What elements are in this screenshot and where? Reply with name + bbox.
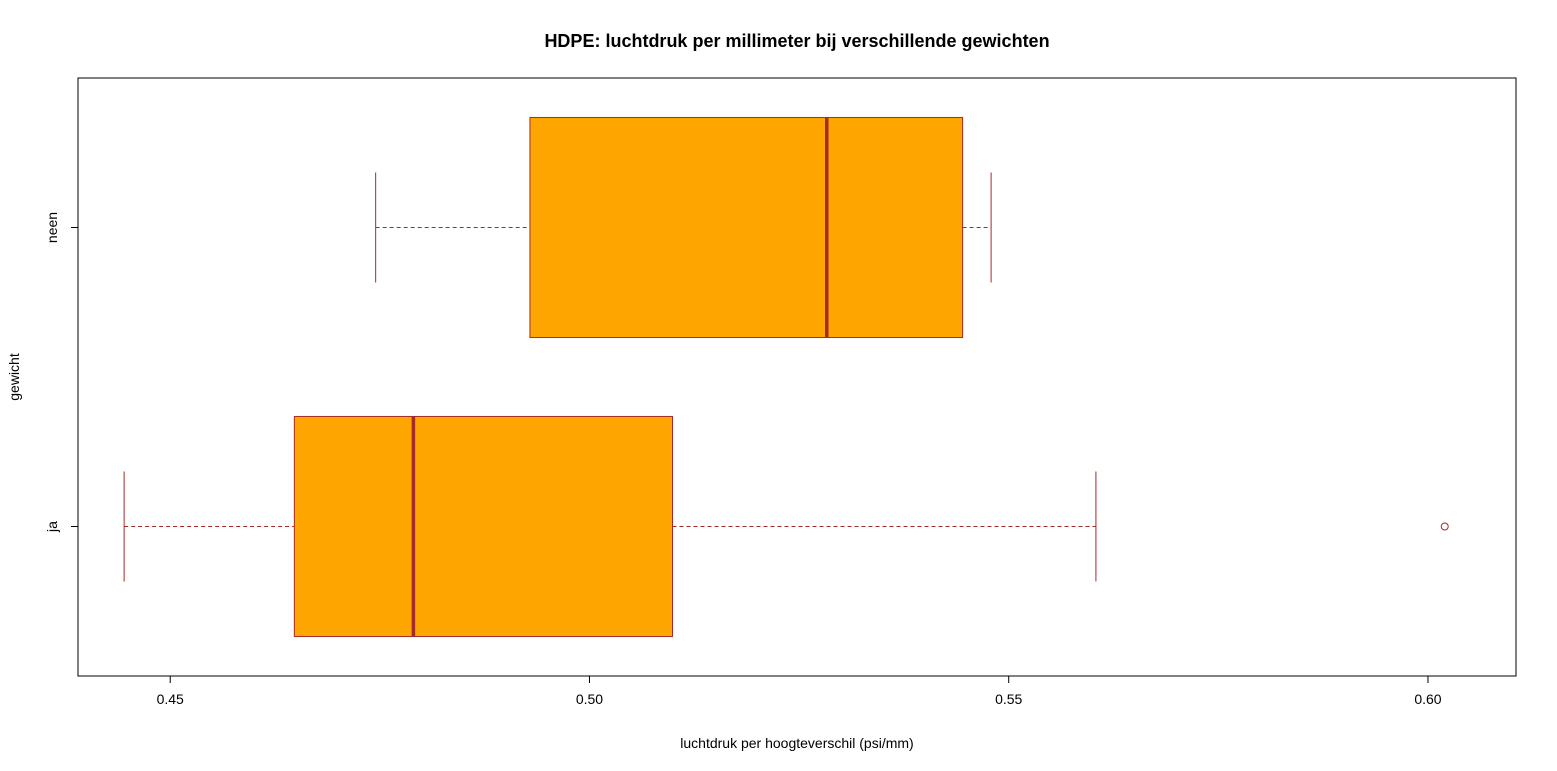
box-ja (123, 415, 1449, 638)
box-iqr (529, 116, 964, 339)
x-tick-label: 0.50 (576, 691, 603, 707)
y-axis: ja neen (44, 212, 78, 533)
box-iqr (293, 415, 673, 638)
chart-title: HDPE: luchtdruk per millimeter bij versc… (544, 31, 1049, 51)
x-axis: 0.45 0.50 0.55 0.60 (157, 675, 1442, 707)
box-neen (375, 116, 992, 339)
boxes-layer (123, 116, 1449, 638)
x-tick-label: 0.45 (157, 691, 184, 707)
x-tick-label: 0.60 (1414, 691, 1441, 707)
y-axis-label: gewicht (6, 353, 22, 401)
y-tick-label-ja: ja (44, 521, 60, 533)
outlier-point (1440, 522, 1449, 531)
x-axis-label: luchtdruk per hoogteverschil (psi/mm) (680, 735, 913, 751)
y-tick-label-neen: neen (44, 212, 60, 243)
x-tick-label: 0.55 (995, 691, 1022, 707)
